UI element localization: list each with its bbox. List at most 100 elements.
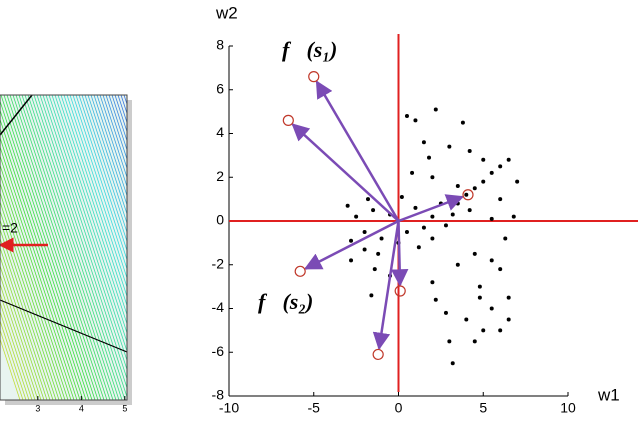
point (467, 208, 472, 213)
point (450, 361, 455, 366)
x-tick-label: 4 (79, 403, 84, 413)
contour-line (63, 95, 127, 289)
point-circle (372, 348, 384, 361)
contour-line (0, 291, 36, 400)
x-tick-label: 5 (479, 400, 487, 416)
y-tick-label: 0 (216, 212, 224, 228)
contour-line (108, 95, 127, 152)
contour-line (45, 95, 127, 344)
point (433, 297, 438, 302)
y-tick-label: 2 (216, 168, 224, 184)
point (371, 208, 376, 213)
contour-line (75, 95, 127, 252)
point (399, 194, 404, 199)
point (455, 262, 460, 267)
contour-line (0, 301, 33, 400)
point (349, 258, 354, 263)
contour-panel: =2 (0, 95, 127, 400)
point (506, 317, 511, 322)
point (349, 238, 354, 243)
point (372, 267, 377, 272)
contour-line (0, 108, 96, 400)
point (460, 120, 465, 125)
contour-line (57, 95, 127, 307)
contour-line (0, 163, 78, 400)
contour-line (84, 95, 127, 225)
point (489, 216, 494, 221)
point (464, 192, 469, 197)
contour-line (6, 95, 108, 400)
point (433, 107, 438, 112)
point (413, 118, 418, 123)
point (481, 328, 486, 333)
point (472, 186, 477, 191)
point (443, 223, 448, 228)
panel-frame (0, 94, 128, 401)
contour-line (39, 95, 127, 362)
point-circle (394, 285, 406, 297)
point (477, 284, 482, 289)
point (447, 339, 452, 344)
contour-line (0, 319, 27, 400)
annotation: f⃗(s₂) (258, 289, 313, 314)
point (354, 214, 359, 219)
point (430, 236, 435, 241)
point (455, 184, 460, 188)
contour-line (27, 95, 127, 399)
contour-line (0, 95, 102, 400)
y-tick-label: 8 (216, 37, 224, 53)
point (477, 295, 482, 300)
contour-line (69, 95, 127, 271)
point (430, 280, 435, 285)
contour-line (0, 118, 93, 400)
contour-line (105, 95, 127, 161)
contour-line (0, 154, 81, 400)
contour-line (0, 310, 30, 400)
contour-line (0, 173, 75, 400)
contour-line (48, 95, 127, 335)
contour-line (54, 95, 127, 316)
contour-line (0, 145, 84, 400)
point (481, 157, 486, 162)
point (503, 236, 508, 241)
point (472, 339, 477, 344)
contour-line (90, 95, 127, 207)
contour-line (42, 95, 127, 353)
point (430, 214, 435, 219)
point (481, 179, 486, 184)
contour-line (78, 95, 127, 243)
point (365, 197, 370, 202)
point (413, 205, 418, 210)
y-tick-label: -6 (212, 343, 225, 359)
y-tick-label: -4 (212, 299, 225, 315)
point (404, 229, 409, 234)
point (376, 251, 381, 256)
scatter-panel: -8 -6 -4 -2 0 2 4 6 8 -10 -5 0 5 10 w2 w1 f⃗(s₁) f⃗(s₂) (212, 3, 638, 416)
x-tick-label: -5 (308, 400, 321, 416)
contour-line (33, 95, 127, 380)
contour-line (93, 95, 127, 197)
point-circle (294, 265, 306, 277)
contour-line (102, 95, 127, 170)
contour-line (0, 200, 66, 400)
point (362, 229, 367, 234)
point-circle (462, 189, 474, 201)
point (345, 203, 350, 208)
contour-line (3, 95, 105, 400)
point (515, 179, 520, 184)
vector-arrow (372, 220, 400, 351)
point (498, 328, 503, 333)
point (427, 155, 432, 160)
y-axis-label: w2 (215, 3, 238, 22)
contour-line (120, 95, 127, 115)
contour-line (0, 127, 90, 400)
contour-line (123, 95, 127, 106)
y-tick-label: -2 (212, 255, 225, 271)
contour-line (99, 95, 127, 179)
point (450, 212, 455, 217)
point (511, 214, 516, 219)
point (430, 175, 435, 180)
point (455, 201, 460, 206)
contour-line (15, 95, 117, 400)
